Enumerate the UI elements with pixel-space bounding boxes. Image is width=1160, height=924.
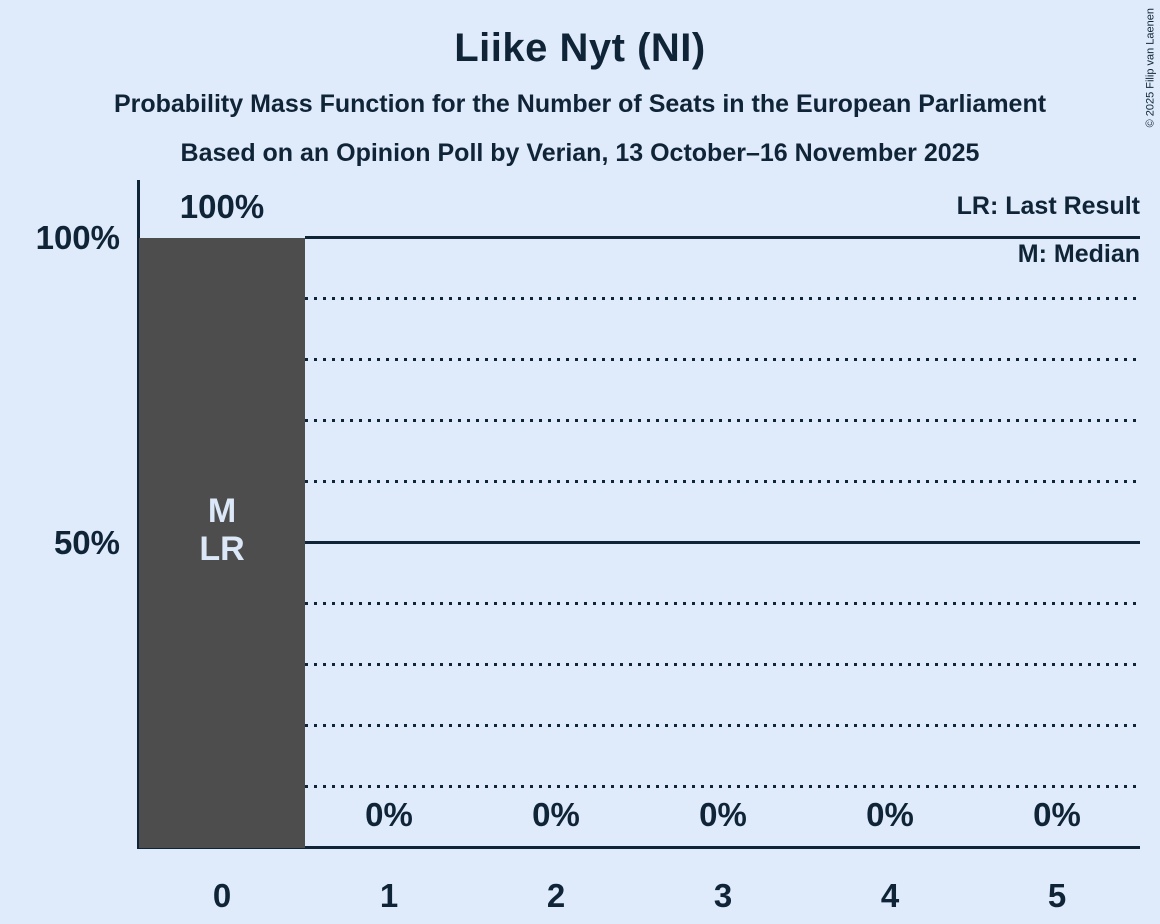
value-label-5: 0% [1033, 796, 1081, 833]
gridline-40 [305, 602, 1137, 605]
gridline-20 [305, 724, 1137, 727]
y-axis-line [137, 180, 140, 848]
legend: LR: Last Result M: Median [957, 182, 1140, 278]
value-label-0: 100% [179, 188, 265, 225]
gridline-50 [305, 541, 1140, 544]
bar-annotation-median-lastresult: M LR [139, 492, 305, 568]
copyright-notice: © 2025 Filip van Laenen [1144, 8, 1156, 128]
chart-source-line: Based on an Opinion Poll by Verian, 13 O… [180, 139, 980, 167]
gridline-80 [305, 358, 1137, 361]
x-tick-4: 4 [880, 877, 900, 914]
gridline-90 [305, 297, 1137, 300]
x-tick-2: 2 [546, 877, 566, 914]
value-label-4: 0% [866, 796, 914, 833]
value-label-2: 0% [532, 796, 580, 833]
x-tick-3: 3 [713, 877, 733, 914]
gridline-70 [305, 419, 1137, 422]
chart-title: Liike Nyt (NI) [454, 26, 706, 70]
gridline-10 [305, 785, 1137, 788]
y-tick-50: 50% [53, 524, 120, 561]
bar-seats-0 [139, 238, 305, 848]
value-label-1: 0% [365, 796, 413, 833]
x-tick-0: 0 [212, 877, 232, 914]
legend-median: M: Median [1017, 240, 1140, 268]
last-result-marker: LR [199, 530, 245, 568]
gridline-60 [305, 480, 1137, 483]
x-tick-5: 5 [1047, 877, 1067, 914]
x-tick-1: 1 [379, 877, 399, 914]
legend-last-result: LR: Last Result [956, 192, 1140, 220]
value-label-3: 0% [699, 796, 747, 833]
gridline-100 [305, 236, 1140, 239]
gridline-30 [305, 663, 1137, 666]
x-axis-line [137, 846, 1140, 849]
y-tick-100: 100% [35, 219, 120, 256]
chart-subtitle: Probability Mass Function for the Number… [113, 90, 1047, 118]
median-marker: M [207, 492, 237, 530]
